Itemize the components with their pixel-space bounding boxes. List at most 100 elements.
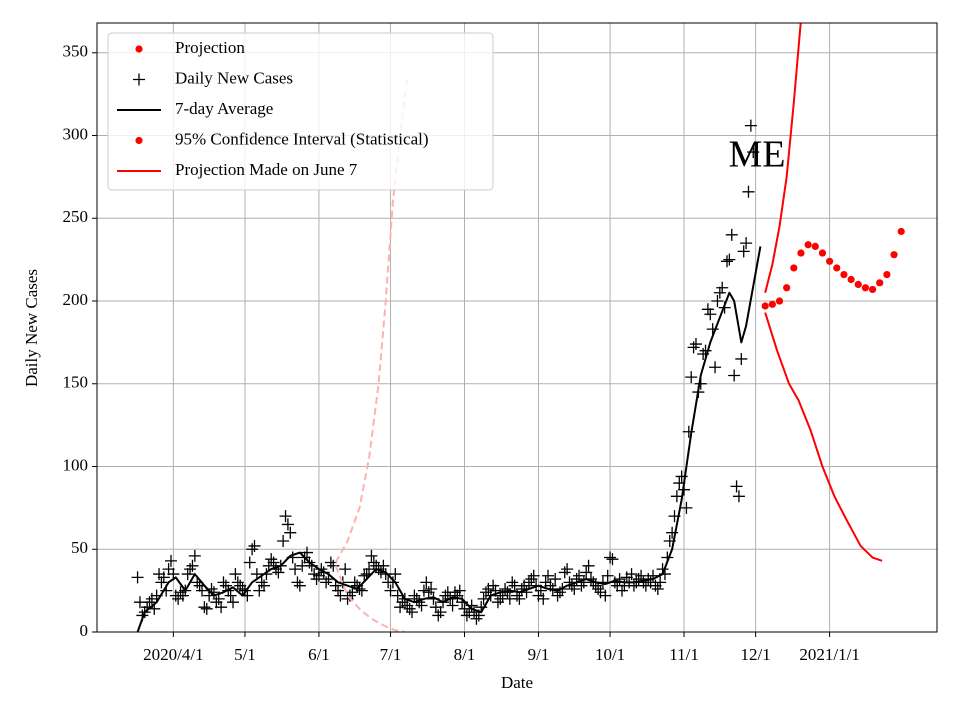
case-marker <box>725 228 738 241</box>
case-marker <box>721 255 733 268</box>
case-marker <box>415 599 428 612</box>
case-marker <box>157 571 170 584</box>
x-tick-label: 8/1 <box>454 645 476 664</box>
case-marker <box>320 576 333 589</box>
projection-point <box>826 257 834 265</box>
y-tick-label: 50 <box>71 538 88 557</box>
case-marker <box>186 559 199 572</box>
case-marker <box>582 559 595 572</box>
case-marker <box>499 582 512 595</box>
case-marker <box>279 510 292 523</box>
case-marker <box>468 606 481 619</box>
case-marker <box>267 556 280 569</box>
case-marker <box>172 592 185 605</box>
case-marker <box>680 501 693 514</box>
projection-point <box>783 284 791 292</box>
projection-point <box>804 241 812 249</box>
case-marker <box>561 563 574 576</box>
case-marker <box>284 526 297 539</box>
case-marker <box>227 596 240 609</box>
case-marker <box>272 566 285 579</box>
case-marker <box>188 549 201 562</box>
projection-point <box>833 264 841 272</box>
case-marker <box>293 579 306 592</box>
case-marker <box>685 371 698 384</box>
case-marker <box>386 576 399 589</box>
case-marker <box>131 571 144 584</box>
case-marker <box>606 553 619 566</box>
case-marker <box>367 556 380 569</box>
case-marker <box>649 579 662 592</box>
case-marker <box>594 586 607 599</box>
case-marker <box>446 599 459 612</box>
y-tick-label: 0 <box>80 621 89 640</box>
case-marker <box>422 586 435 599</box>
case-marker <box>439 589 452 602</box>
case-marker <box>568 582 581 595</box>
x-tick-label: 6/1 <box>308 645 330 664</box>
case-marker <box>689 338 702 351</box>
case-marker <box>277 534 290 547</box>
ticks: 0 50 100 150 200 250 300 350 2020/4/1 5/1 6/1 7/1 8/… <box>63 42 860 664</box>
series-line <box>136 246 762 632</box>
case-marker <box>145 592 158 605</box>
case-marker <box>289 563 302 576</box>
case-marker <box>532 589 545 602</box>
case-marker <box>215 601 228 614</box>
projection-point <box>818 249 827 257</box>
case-marker <box>210 596 223 609</box>
case-marker <box>396 596 409 609</box>
case-marker <box>515 582 528 595</box>
case-marker <box>651 582 664 595</box>
case-marker <box>491 596 504 609</box>
case-marker <box>181 568 194 581</box>
case-marker <box>224 589 237 602</box>
case-marker <box>448 586 461 599</box>
case-marker <box>246 543 259 556</box>
plot-area <box>131 23 905 632</box>
case-marker <box>599 589 612 602</box>
case-marker <box>670 490 683 503</box>
case-marker <box>699 344 712 357</box>
case-marker <box>355 584 368 597</box>
case-marker <box>143 596 156 609</box>
case-marker <box>520 586 533 599</box>
projection-point <box>861 284 870 292</box>
case-marker <box>525 573 538 586</box>
case-marker <box>312 569 325 582</box>
case-marker <box>384 584 397 597</box>
case-marker <box>728 369 741 382</box>
case-marker <box>253 584 266 597</box>
case-marker <box>365 549 378 562</box>
case-marker <box>329 579 342 592</box>
case-marker <box>417 584 430 597</box>
case-marker <box>406 606 418 619</box>
legend-marker <box>133 73 145 86</box>
case-marker <box>451 589 464 602</box>
x-tick-label: 9/1 <box>528 645 550 664</box>
x-tick-label: 10/1 <box>595 645 625 664</box>
case-marker <box>310 573 323 586</box>
case-marker <box>742 185 755 198</box>
case-marker <box>196 584 208 597</box>
case-marker <box>327 559 340 572</box>
projection-point <box>868 285 877 294</box>
case-marker <box>625 568 638 581</box>
case-marker <box>522 576 535 589</box>
projection-point <box>876 279 884 287</box>
case-marker <box>732 490 745 503</box>
case-marker <box>542 569 555 582</box>
case-marker <box>592 582 605 595</box>
case-marker <box>537 592 550 605</box>
y-tick-label: 300 <box>63 124 89 143</box>
case-marker <box>453 584 466 597</box>
case-marker <box>248 539 261 552</box>
series-line <box>764 312 883 562</box>
projection-point <box>797 249 805 257</box>
case-marker <box>747 146 760 159</box>
y-tick-label: 250 <box>63 207 89 226</box>
case-marker <box>408 589 421 602</box>
projection-point <box>883 270 891 279</box>
case-marker <box>425 582 438 595</box>
case-marker <box>432 609 445 622</box>
